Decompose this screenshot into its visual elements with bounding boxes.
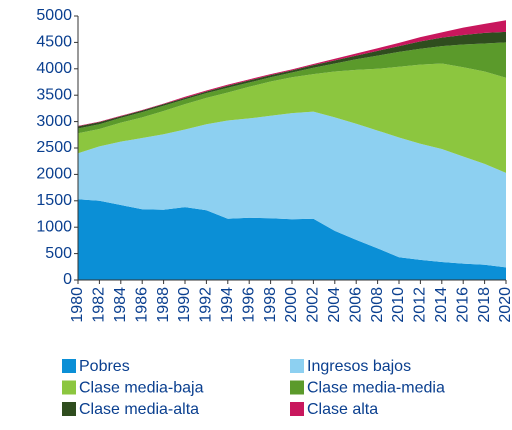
legend-swatch (290, 380, 304, 395)
legend-swatch (62, 402, 76, 416)
x-tick-label: 2014 (433, 287, 450, 323)
y-tick-label: 0 (63, 271, 72, 288)
legend-swatch (290, 402, 304, 416)
y-tick-label: 500 (45, 245, 72, 262)
x-tick-label: 1994 (219, 287, 236, 323)
x-tick-label: 1986 (133, 287, 150, 323)
y-tick-label: 5000 (36, 7, 72, 24)
x-tick-label: 2004 (326, 287, 343, 323)
x-tick-label: 2002 (305, 287, 322, 323)
legend-label: Clase media-baja (79, 380, 204, 397)
area (78, 42, 506, 134)
legend-label: Pobres (79, 358, 130, 375)
legend-swatch (62, 380, 76, 395)
legend-swatch (290, 359, 304, 373)
x-tick-label: 1996 (240, 287, 257, 323)
y-tick-label: 1000 (36, 218, 72, 235)
area (78, 63, 506, 173)
x-tick-label: 1998 (262, 287, 279, 323)
y-tick-label: 1500 (36, 192, 72, 209)
x-tick-label: 1988 (155, 287, 172, 323)
legend-label: Clase media-alta (79, 401, 199, 418)
y-tick-label: 3000 (36, 113, 72, 130)
x-tick-label: 1982 (91, 287, 108, 323)
legend-label: Clase alta (307, 401, 378, 418)
x-tick-label: 2000 (283, 287, 300, 323)
area (78, 199, 506, 280)
x-tick-label: 2016 (454, 287, 471, 323)
y-tick-label: 3500 (36, 86, 72, 103)
area (78, 31, 506, 129)
legend-label: Clase media-media (307, 380, 445, 397)
y-tick-label: 4500 (36, 34, 72, 51)
x-tick-label: 1990 (176, 287, 193, 323)
legend-label: Ingresos bajos (307, 358, 411, 375)
x-tick-label: 2018 (476, 287, 493, 323)
y-tick-label: 2500 (36, 139, 72, 156)
area (78, 20, 506, 127)
x-tick-label: 2012 (412, 287, 429, 323)
x-tick-label: 1984 (112, 287, 129, 323)
y-tick-label: 4000 (36, 60, 72, 77)
x-tick-label: 2010 (390, 287, 407, 323)
area (78, 111, 506, 268)
x-tick-label: 1980 (69, 287, 86, 323)
x-tick-label: 1992 (198, 287, 215, 323)
x-tick-label: 2008 (369, 287, 386, 323)
x-tick-label: 2006 (347, 287, 364, 323)
y-tick-label: 2000 (36, 166, 72, 183)
x-tick-label: 2020 (497, 287, 512, 323)
legend-swatch (62, 359, 76, 373)
